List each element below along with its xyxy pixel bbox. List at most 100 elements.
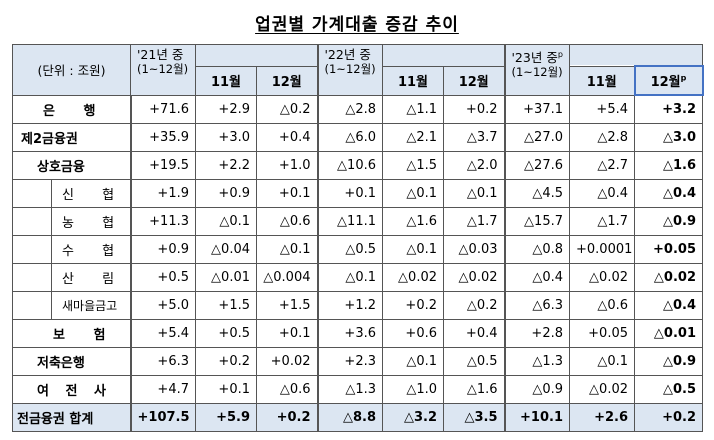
value-cell: +5.4 [129,319,196,348]
row-label: 저축은행 [37,356,85,371]
value-cell: △0.9 [634,207,703,236]
value-cell: +2.6 [569,403,635,432]
value-cell: +3.6 [316,319,383,348]
value-cell: △0.1 [382,179,444,208]
value-cell: △27.6 [503,151,570,180]
value-cell: △0.02 [569,375,635,404]
value-cell: +10.1 [503,403,570,432]
row-category: 여 전 사 [12,375,131,404]
value-cell: △0.4 [569,179,635,208]
value-cell: △0.1 [569,347,635,376]
table-row: 수 협 +0.9 △0.04 △0.1 △0.5 △0.1 △0.03 △0.8 +0.0001… [12,235,703,264]
table-row: 산 림 +0.5 △0.01 △0.004 △0.1 △0.02 △0.02 △0.4 △0.0… [12,263,703,292]
value-cell: △0.1 [382,235,444,264]
value-cell: △1.1 [382,94,444,124]
value-cell: △2.1 [382,123,444,152]
row-category: 수 협 [12,235,131,264]
value-cell: △0.4 [503,263,570,292]
value-cell: △4.5 [503,179,570,208]
value-cell: △3.7 [443,123,505,152]
row-label: 여 전 사 [37,384,112,399]
value-cell: △0.5 [316,235,383,264]
row-category: 전금융권 합계 [12,403,131,432]
row-label: 농 협 [62,216,127,231]
value-cell: +2.3 [316,347,383,376]
value-cell: △8.8 [316,403,383,432]
row-category: 보 험 [12,319,131,348]
value-cell: +0.2 [382,291,444,320]
row-label: 은 행 [43,103,108,119]
value-cell: △1.7 [443,207,505,236]
row-category: 상호금융 [12,151,131,180]
value-cell: △1.7 [569,207,635,236]
value-cell: △0.8 [503,235,570,264]
value-cell: △2.8 [316,94,383,124]
table-row: 여 전 사 +4.7 +0.1 △0.6 △1.3 △1.0 △1.6 △0.9 △0.02 △0… [12,375,703,404]
value-cell: +2.9 [195,94,257,124]
value-cell: △0.2 [443,291,505,320]
table-row: 농 협 +11.3 △0.1 △0.6 △11.1 △1.6 △1.7 △15.7 △1.7 △0… [12,207,703,236]
value-cell: △27.0 [503,123,570,152]
value-cell: +19.5 [129,151,196,180]
value-cell: +107.5 [129,403,196,432]
value-cell: +5.9 [195,403,257,432]
value-cell: △3.0 [634,123,703,152]
row-category: 저축은행 [12,347,131,376]
value-cell: +0.05 [569,319,635,348]
value-cell: +0.4 [256,123,318,152]
value-cell: +1.0 [256,151,318,180]
value-cell: +3.2 [634,94,703,124]
value-cell: △0.6 [256,207,318,236]
month-header: 11월 [195,65,257,96]
value-cell: △15.7 [503,207,570,236]
value-cell: △0.6 [569,291,635,320]
value-cell: △6.0 [316,123,383,152]
value-cell: △0.5 [443,347,505,376]
value-cell: +0.2 [195,347,257,376]
value-cell: △6.3 [503,291,570,320]
value-cell: +0.1 [316,179,383,208]
period-2021-header: '21년 중 (1~12월) [130,44,196,95]
value-cell: △1.6 [382,207,444,236]
value-cell: +1.2 [316,291,383,320]
table-row: 상호금융 +19.5 +2.2 +1.0 △10.6 △1.5 △2.0 △27.6 △2.7 △… [12,151,703,180]
row-label: 전금융권 합계 [17,412,94,427]
value-cell: +0.02 [256,347,318,376]
value-cell: △0.5 [634,375,703,404]
value-cell: △0.2 [256,94,318,124]
value-cell: △1.6 [443,375,505,404]
value-cell: △0.1 [382,347,444,376]
value-cell: △0.01 [634,319,703,348]
value-cell: △11.1 [316,207,383,236]
period-2023-header: '23년 중p (1~12월) [503,44,570,95]
value-cell: +0.9 [195,179,257,208]
row-label: 보 험 [53,328,118,343]
value-cell: △0.1 [195,207,257,236]
value-cell: △1.3 [503,347,570,376]
value-cell: △0.02 [382,263,444,292]
value-cell: +0.2 [256,403,318,432]
value-cell: +5.4 [569,94,635,124]
value-cell: +0.6 [382,319,444,348]
value-cell: △0.1 [316,263,383,292]
value-cell: △2.0 [443,151,505,180]
value-cell: +4.7 [129,375,196,404]
value-cell: △0.9 [503,375,570,404]
value-cell: △10.6 [316,151,383,180]
value-cell: △0.02 [634,263,703,292]
value-cell: △0.4 [634,291,703,320]
value-cell: +0.2 [443,94,505,124]
value-cell: △0.4 [634,179,703,208]
value-cell: +6.3 [129,347,196,376]
value-cell: +0.1 [195,375,257,404]
value-cell: △0.9 [634,347,703,376]
row-category: 은 행 [12,94,131,124]
row-label: 산 림 [62,272,127,287]
value-cell: +1.5 [256,291,318,320]
value-cell: △0.1 [256,235,318,264]
month-header: 11월 [569,65,635,96]
value-cell: △0.004 [256,263,318,292]
value-cell: +0.5 [129,263,196,292]
value-cell: +71.6 [129,94,196,124]
month-header: 12월 [443,65,505,96]
